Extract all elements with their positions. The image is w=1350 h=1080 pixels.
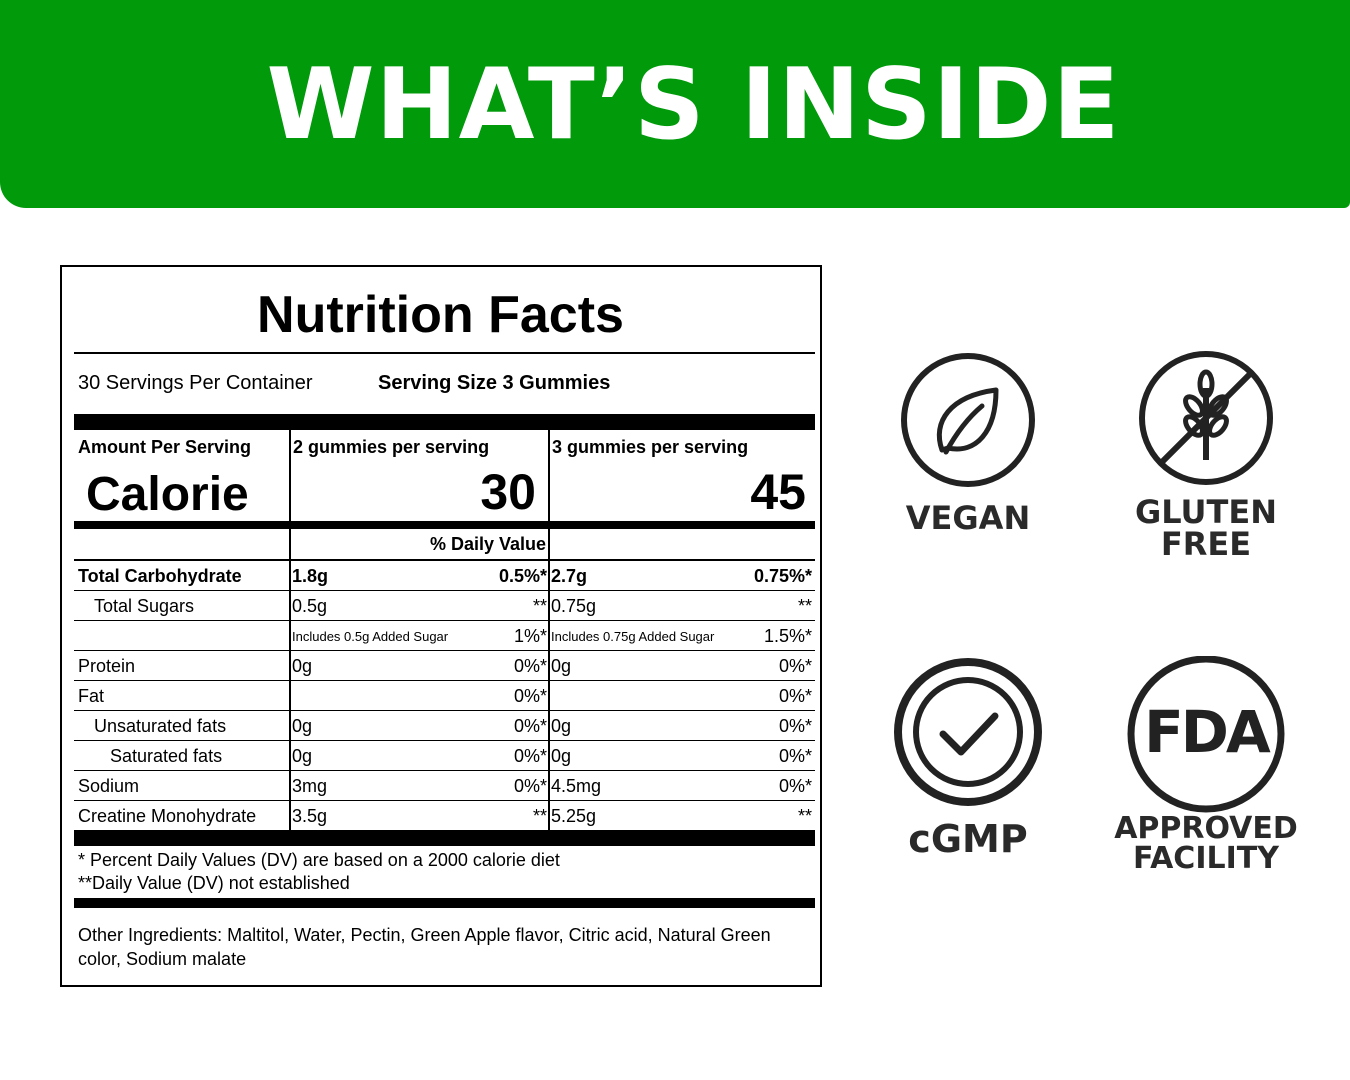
divider: [74, 559, 815, 561]
amount-2: 0g: [292, 656, 313, 676]
dv-3: 0%*: [778, 716, 812, 736]
divider: [74, 352, 815, 354]
dv-3: **: [797, 806, 812, 826]
gluten-free-badge: GLUTEN FREE: [1135, 348, 1277, 568]
nutrient-name: Total Sugars: [94, 596, 195, 616]
dv-2: 0%*: [513, 746, 547, 766]
dv-2: 0%*: [513, 656, 547, 676]
footnote-not-established: **Daily Value (DV) not established: [78, 873, 350, 893]
nutrient-name: Total Carbohydrate: [78, 566, 242, 586]
dv-2: 0%*: [513, 776, 547, 796]
other-ingredients: Other Ingredients: Maltitol, Water, Pect…: [78, 925, 771, 969]
nutrient-name: Creatine Monohydrate: [78, 806, 257, 826]
dv-2: 1%*: [513, 626, 547, 646]
table-row: Sodium 3mg 0%* 4.5mg 0%*: [74, 771, 815, 801]
fda-icon-text: FDA: [1144, 698, 1271, 766]
header-banner: WHAT’S INSIDE: [0, 0, 1350, 208]
nutrient-name: Unsaturated fats: [94, 716, 227, 736]
amount-3: 0.75g: [551, 596, 597, 616]
cgmp-label: cGMP: [908, 817, 1028, 861]
column-divider: [548, 430, 550, 832]
amount-2: 0g: [292, 716, 313, 736]
amount-3: 5.25g: [551, 806, 597, 826]
amount-3: 2.7g: [551, 566, 588, 586]
nutrient-name: Fat: [78, 686, 105, 706]
fda-label-line2: FACILITY: [1133, 841, 1279, 876]
dv-2: 0%*: [513, 686, 547, 706]
dv-3: 1.5%*: [763, 626, 812, 646]
calorie-label: Calorie: [86, 468, 249, 521]
servings-per-container: 30 Servings Per Container: [78, 372, 313, 394]
check-circle-icon: [894, 658, 1042, 806]
dv-2: **: [532, 596, 547, 616]
dv-3: 0.75%*: [753, 566, 812, 586]
amount-3: Includes 0.75g Added Sugar: [551, 629, 715, 644]
table-row: Protein 0g 0%* 0g 0%*: [74, 651, 815, 681]
footnote-dv: * Percent Daily Values (DV) are based on…: [78, 850, 560, 870]
amount-2: 0.5g: [292, 596, 328, 616]
amount-2: 3.5g: [292, 806, 328, 826]
column-divider: [289, 430, 291, 832]
col-2-gummies-header: 2 gummies per serving: [293, 437, 490, 457]
table-row: Total Sugars 0.5g ** 0.75g **: [74, 591, 815, 621]
thick-divider: [74, 830, 815, 846]
table-row: Saturated fats 0g 0%* 0g 0%*: [74, 741, 815, 771]
nutrition-facts-label: Nutrition Facts 30 Servings Per Containe…: [60, 265, 822, 987]
table-row: Unsaturated fats 0g 0%* 0g 0%*: [74, 711, 815, 741]
amount-3: 0g: [551, 656, 572, 676]
amount-2: 1.8g: [292, 566, 329, 586]
thick-divider: [74, 414, 815, 430]
table-row: Creatine Monohydrate 3.5g ** 5.25g **: [74, 801, 815, 831]
thick-divider: [74, 521, 815, 529]
dv-3: 0%*: [778, 746, 812, 766]
amount-2: 3mg: [292, 776, 328, 796]
dv-3: 0%*: [778, 686, 812, 706]
gluten-free-label-line2: FREE: [1160, 525, 1252, 563]
vegan-badge: VEGAN: [898, 352, 1038, 552]
leaf-icon: [901, 353, 1035, 487]
table-row: Fat 0%* 0%*: [74, 681, 815, 711]
page-title: WHAT’S INSIDE: [266, 48, 1121, 162]
amount-2: Includes 0.5g Added Sugar: [292, 629, 449, 644]
nutrient-name: Saturated fats: [110, 746, 223, 766]
daily-value-header: % Daily Value: [429, 534, 546, 554]
amount-3: 0g: [551, 746, 572, 766]
dv-3: **: [797, 596, 812, 616]
fda-badge: FDA APPROVED FACILITY: [1114, 656, 1298, 886]
cgmp-badge: cGMP: [893, 656, 1043, 866]
vegan-label: VEGAN: [905, 499, 1031, 537]
dv-2: **: [532, 806, 547, 826]
wheat-crossed-icon: [1139, 351, 1273, 485]
calories-3-gummies: 45: [750, 464, 806, 520]
dv-3: 0%*: [778, 656, 812, 676]
amount-per-serving-header: Amount Per Serving: [78, 437, 252, 457]
nutrient-name: Sodium: [78, 776, 140, 796]
amount-2: 0g: [292, 746, 313, 766]
amount-3: 4.5mg: [551, 776, 602, 796]
fda-circle-icon: [1127, 656, 1285, 813]
nutrient-name: Protein: [78, 656, 136, 676]
nutrition-facts-title: Nutrition Facts: [257, 286, 624, 344]
dv-2: 0.5%*: [498, 566, 547, 586]
fda-label-line1: APPROVED: [1114, 811, 1298, 846]
gluten-free-label-line1: GLUTEN: [1135, 493, 1277, 531]
table-row: Total Carbohydrate 1.8g 0.5%* 2.7g 0.75%…: [74, 561, 815, 591]
dv-2: 0%*: [513, 716, 547, 736]
dv-3: 0%*: [778, 776, 812, 796]
serving-size: Serving Size 3 Gummies: [378, 372, 611, 394]
thick-divider: [74, 898, 815, 908]
calories-2-gummies: 30: [480, 464, 536, 520]
table-row: Includes 0.5g Added Sugar 1%* Includes 0…: [74, 621, 815, 651]
col-3-gummies-header: 3 gummies per serving: [552, 437, 749, 457]
amount-3: 0g: [551, 716, 572, 736]
